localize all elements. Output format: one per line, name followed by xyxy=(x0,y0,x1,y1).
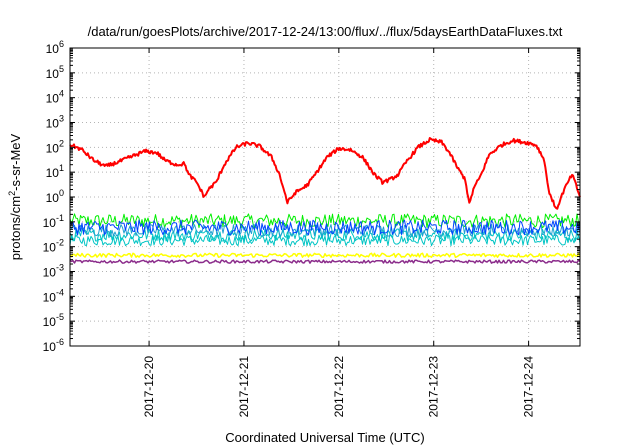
series-line xyxy=(69,259,581,264)
series-line xyxy=(69,234,581,247)
y-tick-label: 100 xyxy=(46,188,64,205)
series-line xyxy=(69,219,581,236)
y-tick-label: 10-5 xyxy=(43,312,64,329)
x-tick-label: 2017-12-20 xyxy=(142,356,156,418)
y-tick-label: 10-1 xyxy=(43,213,64,230)
y-tick-label: 10-2 xyxy=(43,238,64,255)
series-line xyxy=(69,137,581,210)
series-line xyxy=(69,213,581,229)
y-tick-label: 105 xyxy=(46,64,64,81)
y-tick-label: 101 xyxy=(46,163,64,180)
axis-ticks xyxy=(70,47,580,347)
y-tick-label: 104 xyxy=(46,89,64,106)
grid xyxy=(70,48,580,346)
y-tick-label: 10-6 xyxy=(43,337,64,354)
x-axis-label: Coordinated Universal Time (UTC) xyxy=(225,430,424,445)
x-tick-label: 2017-12-21 xyxy=(237,356,251,418)
x-tick-label: 2017-12-24 xyxy=(522,356,536,418)
y-tick-label: 10-4 xyxy=(43,287,64,304)
series-line xyxy=(69,252,581,259)
y-tick-label: 10-3 xyxy=(43,263,64,280)
plot-series xyxy=(69,137,581,264)
y-tick-label: 106 xyxy=(46,39,64,56)
y-tick-label: 103 xyxy=(46,114,64,131)
x-axis-tick-labels: 2017-12-20 2017-12-21 2017-12-22 2017-12-23… xyxy=(142,356,536,418)
x-tick-label: 2017-12-23 xyxy=(427,356,441,418)
chart-title: /data/run/goesPlots/archive/2017-12-24/1… xyxy=(88,24,563,39)
y-tick-label: 102 xyxy=(46,138,64,155)
y-axis-label: protons/cm2-s-sr-MeV xyxy=(7,133,23,260)
y-axis-tick-labels: 10-6 10-5 10-4 10-3 10-2 10-1 100 101 102 103 104 1… xyxy=(43,39,64,354)
x-tick-label: 2017-12-22 xyxy=(332,356,346,418)
